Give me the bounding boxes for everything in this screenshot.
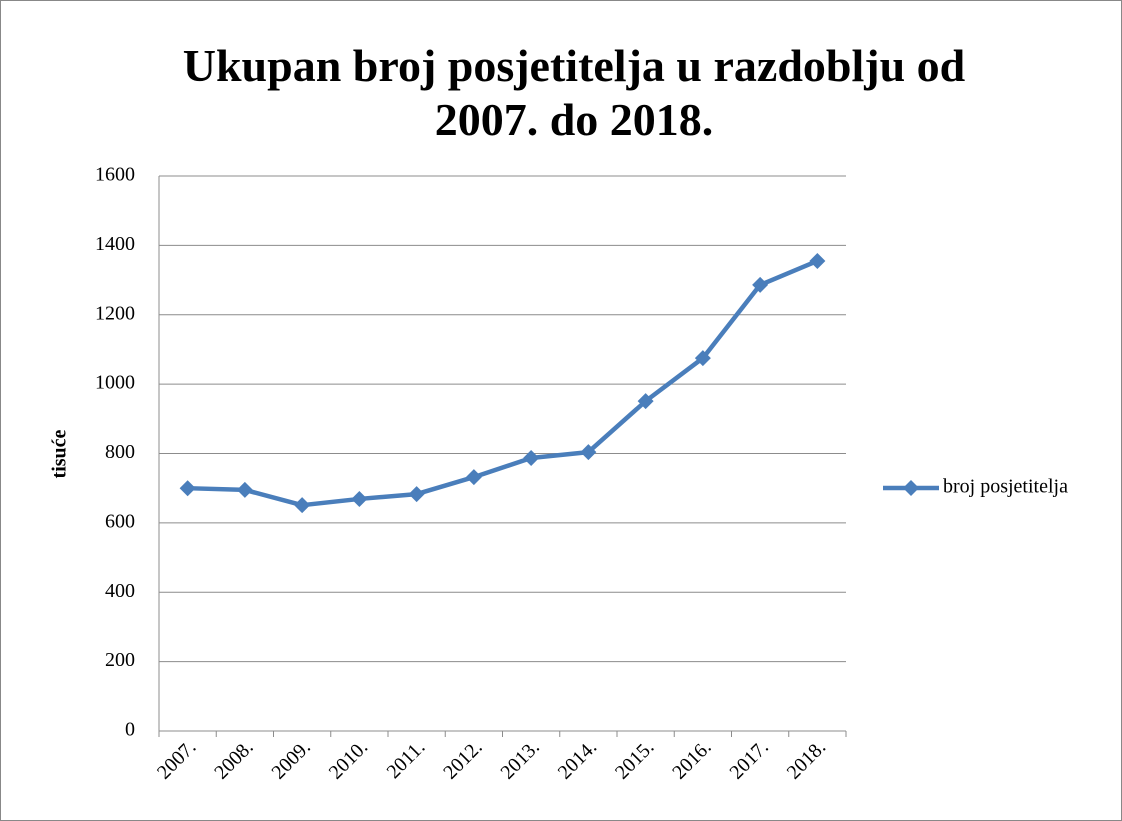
data-point	[179, 480, 196, 497]
y-tick-label: 800	[105, 441, 135, 463]
data-point	[809, 252, 826, 269]
data-point	[694, 350, 711, 367]
x-tick-label: 2008.	[210, 736, 257, 783]
x-tick-label: 2018.	[783, 736, 830, 783]
x-tick-label: 2013.	[497, 736, 544, 783]
x-tick-label: 2014.	[554, 736, 601, 783]
y-tick-label: 1200	[95, 302, 135, 324]
x-tick-label: 2010.	[325, 736, 372, 783]
data-point	[580, 444, 597, 461]
data-point	[236, 481, 253, 498]
data-point	[408, 486, 425, 503]
y-tick-label: 1400	[95, 233, 135, 255]
x-tick-label: 2012.	[439, 736, 486, 783]
data-point	[351, 490, 368, 507]
series-line	[187, 258, 819, 508]
x-tick-label: 2017.	[726, 736, 773, 783]
chart-title: Ukupan broj posjetitelja u razdoblju od …	[182, 40, 966, 145]
x-tick-label: 2009.	[268, 736, 315, 783]
data-point	[523, 450, 540, 467]
x-tick-label: 2016.	[668, 736, 715, 783]
y-tick-label: 0	[125, 719, 135, 741]
legend-label: broj posjetitelja	[943, 476, 1068, 498]
x-tick-label: 2011.	[383, 736, 430, 783]
x-tick-label: 2015.	[611, 736, 658, 783]
data-point	[465, 469, 482, 486]
y-axis-label: tisuće	[49, 429, 71, 478]
y-tick-label: 200	[105, 649, 135, 671]
data-point	[752, 276, 769, 293]
data-point	[294, 497, 311, 514]
y-tick-label: 600	[105, 510, 135, 532]
legend-marker	[903, 480, 919, 496]
y-tick-label: 1000	[95, 372, 135, 394]
y-tick-label: 400	[105, 580, 135, 602]
x-tick-label: 2007.	[153, 736, 200, 783]
y-tick-label: 1600	[95, 164, 135, 186]
data-point	[637, 393, 654, 410]
